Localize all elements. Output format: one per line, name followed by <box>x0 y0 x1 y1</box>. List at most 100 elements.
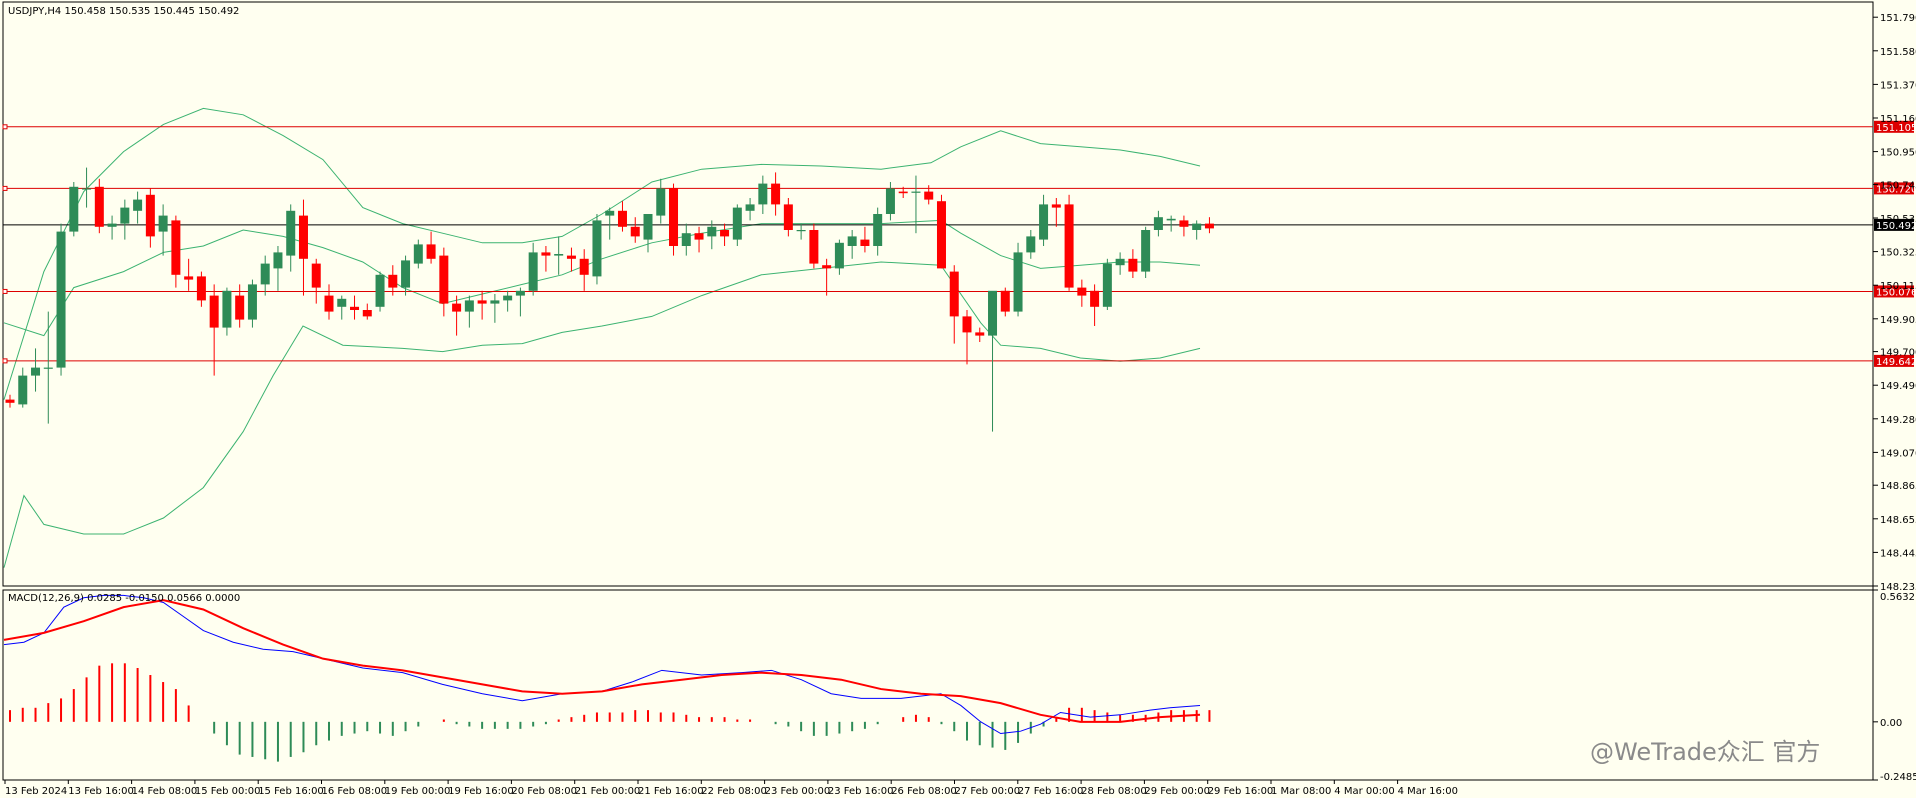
time-tick-label: 20 Feb 08:00 <box>511 786 577 797</box>
macd-signal-line <box>3 599 1201 723</box>
candle-bear <box>184 276 194 280</box>
candle-bear <box>145 194 155 237</box>
candle-bull <box>732 207 742 240</box>
price-tick-label: 148.445 <box>1880 548 1916 559</box>
candle-bull <box>18 375 28 405</box>
candle-bear <box>822 265 832 269</box>
candle-bull <box>273 252 283 269</box>
candle-bear <box>579 258 589 275</box>
level-price-box <box>1874 285 1914 298</box>
candle-bear <box>860 239 870 246</box>
price-tick-label: 150.115 <box>1880 281 1916 292</box>
candle-bull <box>375 274 385 307</box>
candle-bull <box>82 188 92 190</box>
candle-bull <box>1013 252 1023 312</box>
candle-bear <box>566 255 576 259</box>
price-tick-label: 150.325 <box>1880 248 1916 259</box>
bb-upper-band <box>3 107 1201 400</box>
candle-bull <box>592 220 602 277</box>
candle-bear <box>541 252 551 256</box>
candle-bull <box>847 236 857 246</box>
candle-bull <box>120 207 130 224</box>
candle-bear <box>94 186 104 227</box>
candle-bear <box>1179 220 1189 227</box>
candle-bull <box>1153 217 1163 230</box>
candle-bull <box>911 191 921 193</box>
price-tick-label: 151.580 <box>1880 47 1916 58</box>
candle-bull <box>158 215 168 232</box>
candle-bear <box>350 306 360 310</box>
chart-header: USDJPY,H4 150.458 150.535 150.445 150.49… <box>8 6 239 17</box>
candle-bear <box>783 204 793 230</box>
time-tick-label: 15 Feb 16:00 <box>258 786 324 797</box>
candle-bear <box>235 295 245 320</box>
candle-bull <box>1026 236 1036 253</box>
candle-bull <box>107 223 117 227</box>
candle-bear <box>362 310 372 317</box>
candle-bull <box>413 244 423 264</box>
candle-bear <box>311 263 321 288</box>
candle-bull <box>796 230 806 232</box>
candle-bull <box>1141 230 1151 272</box>
price-tick-label: 148.865 <box>1880 481 1916 492</box>
price-tick-label: 149.700 <box>1880 348 1916 359</box>
candle-bear <box>898 191 908 194</box>
price-tick-label: 150.745 <box>1880 180 1916 191</box>
level-price-box <box>1874 218 1914 231</box>
price-tick-label: 150.535 <box>1880 214 1916 225</box>
candle-bull <box>222 290 232 328</box>
candle-bear <box>809 230 819 264</box>
candle-bear <box>669 188 679 246</box>
candle-bull <box>554 254 564 256</box>
time-tick-label: 28 Feb 08:00 <box>1081 786 1147 797</box>
time-tick-label: 23 Feb 00:00 <box>765 786 831 797</box>
candle-bull <box>1166 218 1176 221</box>
candle-bull <box>31 367 41 376</box>
level-price-box <box>1874 354 1914 367</box>
candle-bear <box>452 303 462 312</box>
candle-bull <box>401 260 411 288</box>
candle-bull <box>286 210 296 256</box>
candle-bear <box>1128 258 1138 272</box>
candle-bear <box>324 295 334 312</box>
candle-bull <box>643 214 653 240</box>
macd-line <box>3 594 1201 735</box>
horizontal-levels[interactable]: 151.105 150.720 150.492 150.076 149.642 <box>2 120 1916 368</box>
candle-bear <box>1090 290 1100 307</box>
time-tick-label: 26 Feb 08:00 <box>891 786 957 797</box>
candle-bull <box>745 204 755 211</box>
candle-bear <box>720 230 730 237</box>
level-price-label: 150.076 <box>1876 287 1916 298</box>
candle-bull <box>834 242 844 269</box>
candle-bull <box>873 214 883 246</box>
candle-bear <box>936 201 946 269</box>
time-tick-label: 21 Feb 16:00 <box>638 786 704 797</box>
candle-bear <box>1064 204 1074 288</box>
price-tick-label: 151.370 <box>1880 80 1916 91</box>
candle-bear <box>975 332 985 336</box>
macd-indicator: 0.5632 0.00 -0.2485 <box>3 589 1916 783</box>
candle-bull <box>656 188 666 216</box>
candle-bear <box>630 226 640 237</box>
candle-bull <box>707 226 717 237</box>
candle-bear <box>962 316 972 333</box>
candle-bull <box>43 367 53 369</box>
price-tick-label: 148.655 <box>1880 515 1916 526</box>
candle-bull <box>490 300 500 304</box>
bb-lower-band <box>3 261 1201 568</box>
candle-bull <box>464 300 474 312</box>
time-tick-label: 21 Feb 00:00 <box>575 786 641 797</box>
candle-bear <box>426 244 436 259</box>
macd-header: MACD(12,26,9) 0.0285 -0.0150 0.0566 0.00… <box>8 593 240 604</box>
candle-bull <box>503 295 513 301</box>
time-tick-label: 16 Feb 08:00 <box>322 786 388 797</box>
candle-bull <box>337 298 347 307</box>
time-tick-label: 19 Feb 00:00 <box>385 786 451 797</box>
macd-tick-label: 0.5632 <box>1880 592 1915 603</box>
candle-bull <box>1115 258 1125 266</box>
time-tick-label: 13 Feb 2024 <box>5 786 67 797</box>
level-price-box <box>1874 182 1914 195</box>
time-tick-label: 4 Mar 16:00 <box>1398 786 1458 797</box>
